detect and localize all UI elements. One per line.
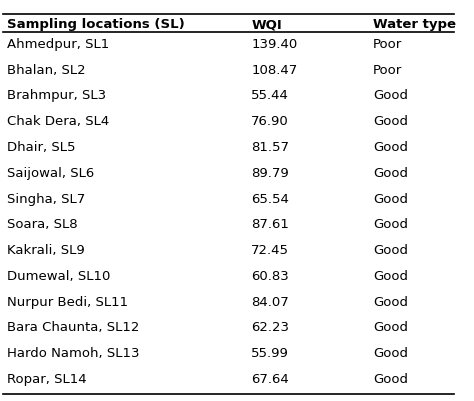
Text: Good: Good: [373, 218, 408, 231]
Text: Saijowal, SL6: Saijowal, SL6: [7, 166, 94, 179]
Text: Good: Good: [373, 141, 408, 154]
Text: Brahmpur, SL3: Brahmpur, SL3: [7, 89, 107, 102]
Text: 67.64: 67.64: [251, 372, 289, 385]
Text: 55.44: 55.44: [251, 89, 289, 102]
Text: Sampling locations (SL): Sampling locations (SL): [7, 18, 185, 31]
Text: 76.90: 76.90: [251, 115, 289, 128]
Text: Soara, SL8: Soara, SL8: [7, 218, 78, 231]
Text: Ropar, SL14: Ropar, SL14: [7, 372, 87, 385]
Text: Poor: Poor: [373, 63, 402, 77]
Text: Good: Good: [373, 346, 408, 359]
Text: Dumewal, SL10: Dumewal, SL10: [7, 269, 110, 282]
Text: Hardo Namoh, SL13: Hardo Namoh, SL13: [7, 346, 140, 359]
Text: 55.99: 55.99: [251, 346, 289, 359]
Text: Good: Good: [373, 320, 408, 334]
Text: Good: Good: [373, 192, 408, 205]
Text: Good: Good: [373, 372, 408, 385]
Text: WQI: WQI: [251, 18, 282, 31]
Text: Bhalan, SL2: Bhalan, SL2: [7, 63, 86, 77]
Text: 72.45: 72.45: [251, 243, 289, 256]
Text: Dhair, SL5: Dhair, SL5: [7, 141, 76, 154]
Text: Good: Good: [373, 295, 408, 308]
Text: Ahmedpur, SL1: Ahmedpur, SL1: [7, 38, 109, 51]
Text: Water type: Water type: [373, 18, 456, 31]
Text: Singha, SL7: Singha, SL7: [7, 192, 85, 205]
Text: Kakrali, SL9: Kakrali, SL9: [7, 243, 85, 256]
Text: 87.61: 87.61: [251, 218, 289, 231]
Text: Poor: Poor: [373, 38, 402, 51]
Text: 84.07: 84.07: [251, 295, 289, 308]
Text: Nurpur Bedi, SL11: Nurpur Bedi, SL11: [7, 295, 128, 308]
Text: 81.57: 81.57: [251, 141, 289, 154]
Text: 65.54: 65.54: [251, 192, 289, 205]
Text: 89.79: 89.79: [251, 166, 289, 179]
Text: 62.23: 62.23: [251, 320, 289, 334]
Text: Chak Dera, SL4: Chak Dera, SL4: [7, 115, 109, 128]
Text: Good: Good: [373, 89, 408, 102]
Text: 139.40: 139.40: [251, 38, 297, 51]
Text: 108.47: 108.47: [251, 63, 297, 77]
Text: Good: Good: [373, 115, 408, 128]
Text: Good: Good: [373, 243, 408, 256]
Text: Bara Chaunta, SL12: Bara Chaunta, SL12: [7, 320, 140, 334]
Text: 60.83: 60.83: [251, 269, 289, 282]
Text: Good: Good: [373, 269, 408, 282]
Text: Good: Good: [373, 166, 408, 179]
